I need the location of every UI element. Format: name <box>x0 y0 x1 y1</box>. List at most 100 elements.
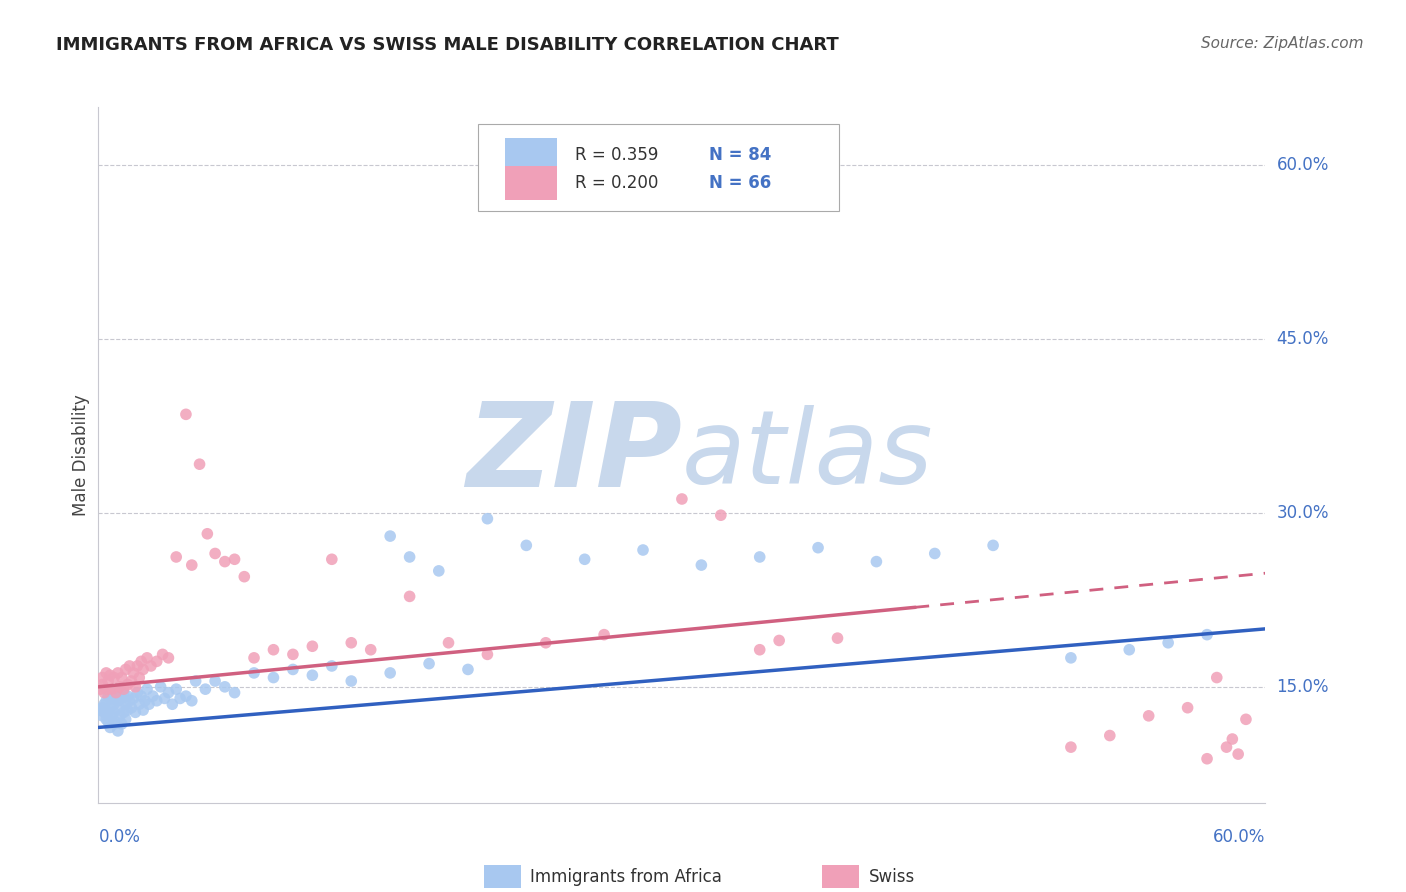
Point <box>204 546 226 561</box>
Point <box>515 538 537 552</box>
Point <box>437 636 460 650</box>
Point <box>117 689 139 703</box>
Point <box>107 723 129 738</box>
Point <box>427 564 450 578</box>
Point <box>593 628 616 642</box>
Point <box>114 662 136 676</box>
Point <box>1177 700 1199 714</box>
Point <box>321 659 343 673</box>
Point <box>111 671 134 685</box>
Point <box>214 680 236 694</box>
Point <box>807 541 830 555</box>
Text: R = 0.359: R = 0.359 <box>575 146 658 164</box>
Point <box>128 698 150 712</box>
Point <box>118 659 141 673</box>
Point <box>204 674 226 689</box>
Point <box>111 717 134 731</box>
Point <box>103 706 125 720</box>
Text: 45.0%: 45.0% <box>1277 330 1329 348</box>
Point <box>96 694 118 708</box>
Point <box>91 700 114 714</box>
Text: 30.0%: 30.0% <box>1277 504 1329 522</box>
Point <box>114 698 136 712</box>
Point <box>224 552 246 566</box>
Point <box>360 642 382 657</box>
FancyBboxPatch shape <box>484 865 520 888</box>
Point <box>117 677 139 691</box>
Point <box>97 689 120 703</box>
Point <box>139 659 162 673</box>
Point <box>1234 712 1257 726</box>
Y-axis label: Male Disability: Male Disability <box>72 394 90 516</box>
Text: Source: ZipAtlas.com: Source: ZipAtlas.com <box>1201 36 1364 51</box>
Point <box>321 552 343 566</box>
Point <box>398 549 420 564</box>
FancyBboxPatch shape <box>505 138 557 172</box>
Point <box>214 555 236 569</box>
Point <box>112 682 135 697</box>
Point <box>1195 752 1218 766</box>
Point <box>534 636 557 650</box>
Point <box>108 680 131 694</box>
Text: Immigrants from Africa: Immigrants from Africa <box>530 868 723 886</box>
FancyBboxPatch shape <box>478 124 839 211</box>
Point <box>136 651 159 665</box>
Point <box>195 526 218 541</box>
Point <box>142 689 165 703</box>
Point <box>114 712 136 726</box>
Point <box>262 642 284 657</box>
Point <box>96 712 118 726</box>
Point <box>93 706 115 720</box>
Point <box>97 714 120 729</box>
Point <box>924 546 946 561</box>
Point <box>146 654 169 668</box>
Point <box>1195 628 1218 642</box>
Point <box>107 694 129 708</box>
Point <box>118 694 141 708</box>
Point <box>136 682 159 697</box>
Point <box>122 691 145 706</box>
Point <box>165 549 187 564</box>
Point <box>981 538 1004 552</box>
Point <box>98 700 121 714</box>
Point <box>194 682 217 697</box>
Point <box>768 633 790 648</box>
Point <box>111 691 134 706</box>
Point <box>153 691 176 706</box>
Point <box>112 685 135 699</box>
Point <box>91 708 114 723</box>
Point <box>631 543 654 558</box>
Text: Swiss: Swiss <box>869 868 915 886</box>
Point <box>162 698 184 712</box>
Point <box>690 558 713 573</box>
Point <box>262 671 284 685</box>
Point <box>138 698 160 712</box>
Point <box>180 694 202 708</box>
Point <box>184 674 207 689</box>
Point <box>121 700 143 714</box>
Point <box>1118 642 1140 657</box>
Point <box>127 685 149 699</box>
Point <box>233 570 256 584</box>
Point <box>112 706 135 720</box>
Point <box>174 407 197 421</box>
Point <box>129 689 152 703</box>
Point <box>165 682 187 697</box>
FancyBboxPatch shape <box>823 865 859 888</box>
Point <box>301 639 323 653</box>
Point <box>122 665 145 680</box>
Point <box>1205 671 1227 685</box>
Point <box>108 700 131 714</box>
Point <box>134 694 156 708</box>
Point <box>378 665 402 680</box>
Point <box>107 682 129 697</box>
Point <box>101 691 124 706</box>
Point <box>1098 729 1121 743</box>
Point <box>243 651 266 665</box>
Point <box>89 703 111 717</box>
Point <box>157 685 180 699</box>
Point <box>378 529 402 543</box>
Point <box>340 636 363 650</box>
Point <box>827 631 849 645</box>
Point <box>91 671 114 685</box>
